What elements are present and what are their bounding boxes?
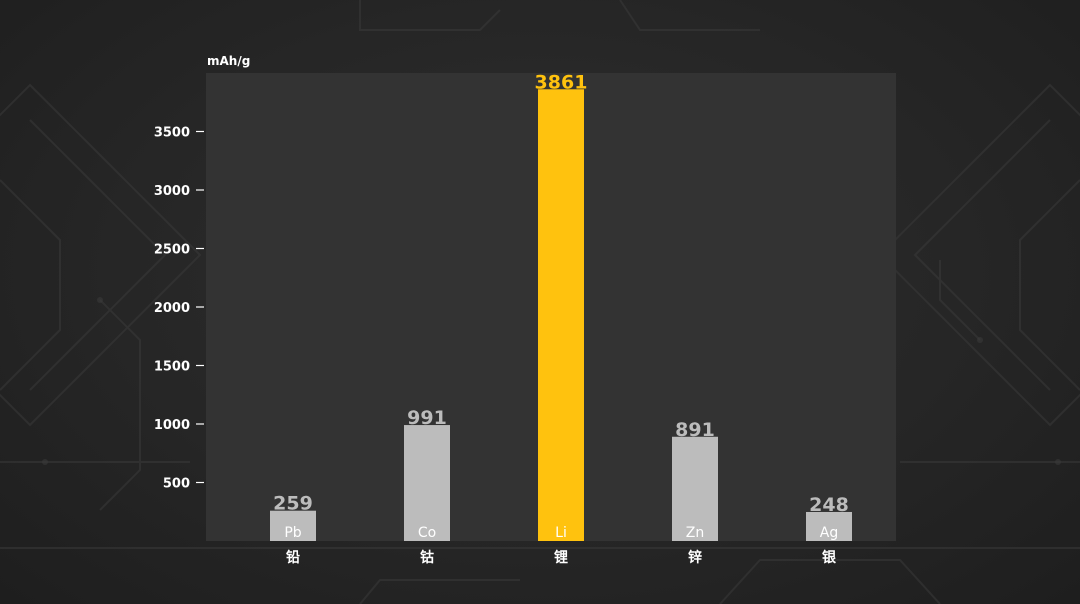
labels-group: 259 Pb 铅 991 Co 钴 3861 Li 锂 891 Zn 锌 248 Ag 银: [273, 71, 849, 566]
y-tick-label: 2500: [154, 243, 190, 258]
bar-co: [404, 425, 450, 541]
x-category-label: 铅: [285, 549, 300, 566]
y-axis-unit-label: mAh/g: [207, 54, 250, 68]
bar-pb: [270, 510, 316, 541]
value-label: 891: [675, 419, 715, 441]
x-category-label: 锂: [554, 549, 568, 566]
element-symbol-label: Li: [555, 525, 567, 541]
y-tick-label: 3000: [154, 184, 190, 199]
y-tick-label: 2000: [154, 301, 190, 316]
element-symbol-label: Ag: [820, 525, 838, 541]
y-tick-label: 3500: [154, 126, 190, 141]
element-symbol-label: Zn: [686, 525, 704, 541]
element-symbol-label: Pb: [284, 525, 301, 541]
x-category-label: 银: [822, 549, 837, 566]
y-tick-label: 500: [163, 477, 190, 492]
x-category-label: 锌: [688, 549, 702, 566]
bar-li: [538, 89, 584, 541]
value-label: 248: [809, 494, 849, 516]
y-tick-label: 1000: [154, 418, 190, 433]
element-symbol-label: Co: [418, 525, 436, 541]
bar-zn: [672, 436, 718, 541]
y-axis: 500 1000 1500 2000 2500 3000 3500: [154, 126, 204, 492]
bars-group: [270, 89, 852, 541]
value-label: 259: [273, 493, 313, 515]
bar-ag: [806, 511, 852, 541]
value-label: 991: [407, 407, 447, 429]
value-label: 3861: [535, 71, 588, 93]
y-tick-label: 1500: [154, 360, 190, 375]
x-category-label: 钴: [420, 549, 434, 566]
